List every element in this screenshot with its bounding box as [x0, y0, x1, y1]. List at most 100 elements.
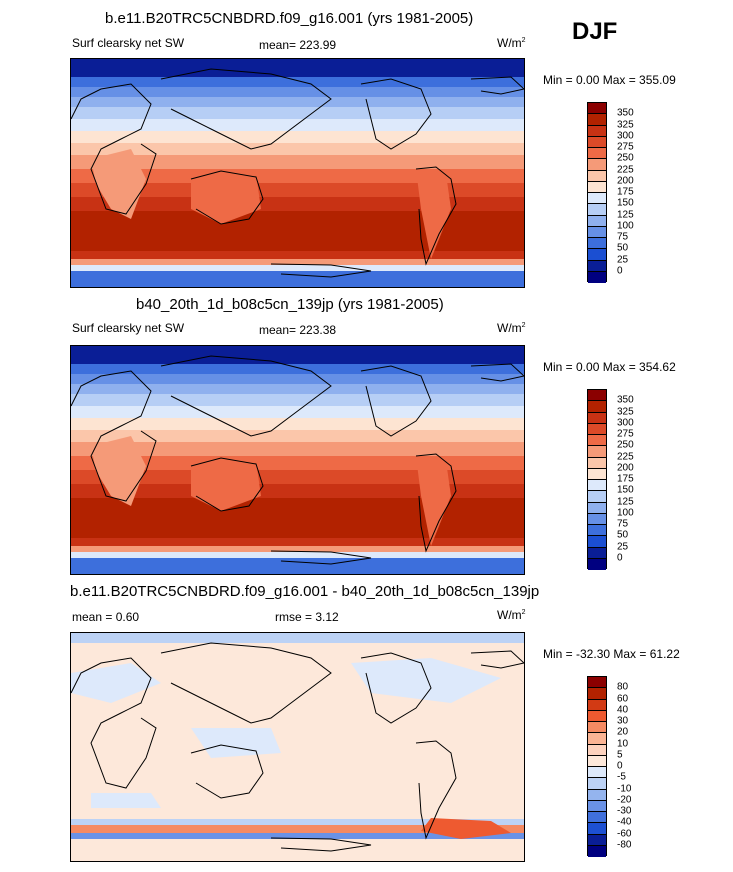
panel-3-colorbar — [587, 676, 607, 857]
latitude-band — [71, 374, 524, 384]
colorbar-tick-label: -40 — [617, 816, 632, 828]
latitude-band — [71, 394, 524, 406]
latitude-band — [71, 77, 524, 87]
latitude-band — [71, 131, 524, 143]
panel-3-mean-label: mean = 0.60 — [72, 610, 140, 624]
difference-band — [71, 825, 524, 833]
panel-1-variable-label: Surf clearsky net SW — [72, 36, 185, 50]
colorbar-swatch — [588, 710, 606, 722]
latitude-band — [71, 211, 524, 251]
coastline — [470, 650, 524, 669]
colorbar-swatch — [588, 457, 606, 469]
panel-3-rmse-label: rmse = 3.12 — [275, 610, 339, 624]
colorbar-tick-label: 225 — [617, 164, 634, 175]
coastline — [415, 166, 457, 266]
colorbar-swatch — [588, 733, 606, 745]
colorbar-tick-label: 275 — [617, 428, 634, 440]
colorbar-swatch — [588, 778, 606, 790]
latitude-band — [71, 87, 524, 97]
colorbar-tick-label: 275 — [617, 141, 634, 153]
colorbar-tick-label: 175 — [617, 186, 634, 198]
colorbar-tick-label: 0 — [617, 552, 623, 564]
colorbar-swatch — [588, 114, 606, 126]
coastline — [160, 68, 332, 150]
panel-2-map — [70, 345, 525, 575]
difference-patch — [421, 818, 511, 839]
colorbar-swatch — [588, 401, 606, 413]
latitude-band — [71, 484, 524, 498]
colorbar-swatch — [588, 722, 606, 734]
colorbar-swatch — [588, 390, 606, 402]
panel-2-map-canvas — [71, 346, 524, 574]
difference-patch — [351, 658, 501, 703]
panel-2-colorbar — [587, 389, 607, 570]
colorbar-tick-label: -80 — [617, 839, 632, 851]
latitude-band — [71, 430, 524, 442]
coastline — [71, 657, 157, 789]
latitude-band — [71, 107, 524, 119]
latitude-band — [71, 418, 524, 430]
coastline — [270, 550, 372, 565]
panel-2-minmax: Min = 0.00 Max = 354.62 — [543, 360, 676, 374]
colorbar-swatch — [588, 125, 606, 137]
colorbar-swatch — [588, 502, 606, 514]
colorbar-tick-label: 150 — [617, 484, 634, 496]
panel-1-units: W/m2 — [497, 36, 526, 50]
latitude-band — [71, 97, 524, 107]
coastline — [470, 363, 524, 382]
colorbar-tick-label: 20 — [617, 726, 629, 738]
coastline — [270, 263, 372, 278]
colorbar-swatch — [588, 845, 606, 857]
colorbar-swatch — [588, 491, 606, 503]
colorbar-swatch — [588, 159, 606, 171]
south-america-shading — [416, 169, 451, 259]
africa-shading — [91, 149, 146, 219]
colorbar-swatch — [588, 744, 606, 756]
latitude-band — [71, 183, 524, 197]
latitude-band — [71, 119, 524, 131]
latitude-band — [71, 406, 524, 418]
panel-1-title: b.e11.B20TRC5CNBDRD.f09_g16.001 (yrs 198… — [105, 10, 474, 27]
colorbar-swatch — [588, 688, 606, 700]
africa-shading — [91, 436, 146, 506]
latitude-band — [71, 346, 524, 364]
latitude-band — [71, 364, 524, 374]
latitude-band — [71, 546, 524, 552]
colorbar-swatch — [588, 446, 606, 458]
colorbar-tick-label: 325 — [617, 119, 634, 130]
panel-1-colorbar — [587, 102, 607, 283]
colorbar-swatch — [588, 435, 606, 447]
latitude-band — [71, 538, 524, 546]
latitude-band — [71, 498, 524, 538]
colorbar-tick-label: 50 — [617, 242, 629, 254]
colorbar-swatch — [588, 148, 606, 160]
panel-2-variable-label: Surf clearsky net SW — [72, 321, 185, 335]
colorbar-tick-label: 100 — [617, 220, 634, 232]
colorbar-swatch — [588, 181, 606, 193]
colorbar-tick-label: 300 — [617, 130, 634, 142]
colorbar-tick-label: 325 — [617, 406, 634, 417]
latitude-band — [71, 456, 524, 470]
colorbar-swatch — [588, 136, 606, 148]
coastline — [71, 83, 157, 215]
colorbar-tick-label: -10 — [617, 783, 632, 794]
latitude-band — [71, 558, 524, 574]
coastline — [415, 740, 457, 840]
colorbar-swatch — [588, 170, 606, 182]
coastline — [160, 642, 332, 724]
colorbar-tick-label: 175 — [617, 473, 634, 485]
colorbar-tick-label: 250 — [617, 152, 634, 164]
colorbar-tick-label: -60 — [617, 828, 632, 839]
colorbar-tick-label: 125 — [617, 209, 634, 220]
panel-3-map-canvas — [71, 633, 524, 861]
panel-2-units: W/m2 — [497, 321, 526, 335]
latitude-band — [71, 384, 524, 394]
colorbar-tick-label: 75 — [617, 518, 629, 530]
colorbar-tick-label: -20 — [617, 794, 632, 806]
colorbar-swatch — [588, 800, 606, 812]
colorbar-tick-label: 300 — [617, 417, 634, 429]
latitude-band — [71, 552, 524, 558]
colorbar-tick-label: 225 — [617, 451, 634, 462]
colorbar-swatch — [588, 249, 606, 261]
colorbar-tick-label: 25 — [617, 541, 629, 552]
